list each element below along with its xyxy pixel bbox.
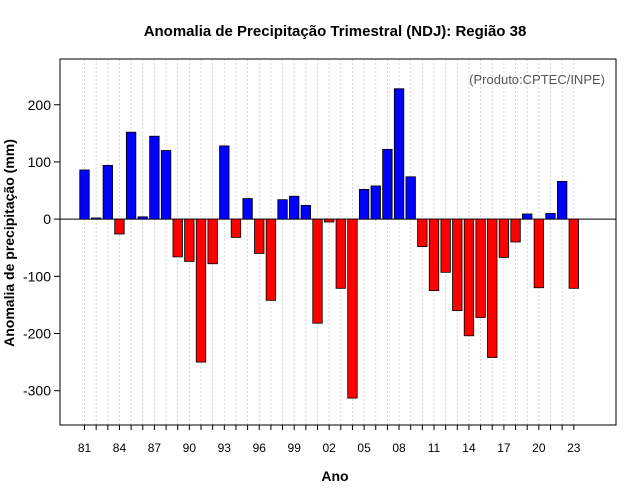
bar-07 <box>382 148 393 220</box>
bar-93 <box>219 145 230 220</box>
bar-18 <box>510 218 521 243</box>
bar-94 <box>230 218 242 238</box>
bar-90 <box>184 218 195 262</box>
bar-09 <box>405 176 416 220</box>
credit-label: (Produto:CPTEC/INPE) <box>469 72 605 87</box>
y-tick-label: 100 <box>28 154 52 170</box>
bar-95 <box>242 198 253 220</box>
bar-92 <box>207 218 218 265</box>
bar-01 <box>312 218 323 324</box>
x-tick-label: 11 <box>428 441 441 455</box>
bar-05 <box>358 188 370 220</box>
bar-23 <box>568 218 579 289</box>
gridlines <box>84 59 575 425</box>
bar-81 <box>79 169 90 220</box>
bar-22 <box>557 180 568 220</box>
bar-99 <box>289 195 300 220</box>
bar-16 <box>487 218 498 358</box>
bar-82 <box>91 217 102 220</box>
x-tick-label: 81 <box>78 441 92 455</box>
plot-frame <box>59 58 617 426</box>
bar-20 <box>533 218 544 289</box>
bar-88 <box>160 150 172 220</box>
bar-91 <box>195 218 207 363</box>
y-axis: 200 100 0 -100 -200 -300 <box>23 97 60 399</box>
bar-87 <box>149 135 160 220</box>
bar-08 <box>393 88 405 220</box>
x-tick-label: 84 <box>113 441 127 455</box>
x-tick-label: 90 <box>183 441 197 455</box>
bar-84 <box>114 218 125 235</box>
bar-14 <box>463 218 475 337</box>
y-tick-label: -100 <box>23 268 51 284</box>
bar-06 <box>370 185 381 220</box>
y-tick-label: 200 <box>28 97 52 113</box>
x-tick-label: 14 <box>462 441 476 455</box>
bar-15 <box>475 218 486 318</box>
bar-19 <box>522 213 533 220</box>
bars <box>79 88 579 399</box>
bar-13 <box>452 218 463 312</box>
bar-21 <box>545 213 556 220</box>
bar-02 <box>323 218 335 223</box>
bar-04 <box>347 218 358 399</box>
x-tick-label: 96 <box>253 441 267 455</box>
x-tick-label: 93 <box>218 441 232 455</box>
x-tick-label: 99 <box>288 441 302 455</box>
x-tick-label: 08 <box>392 441 406 455</box>
x-tick-label: 87 <box>148 441 162 455</box>
bar-11 <box>428 218 440 292</box>
bar-85 <box>125 131 137 220</box>
x-tick-label: 17 <box>497 441 511 455</box>
y-tick-label: 0 <box>43 211 51 227</box>
bar-97 <box>265 218 277 301</box>
bar-83 <box>102 164 113 220</box>
bar-10 <box>417 218 428 247</box>
bar-03 <box>335 218 346 289</box>
bar-12 <box>440 218 451 273</box>
bar-00 <box>300 204 312 220</box>
y-axis-label: Anomalia de precipitação (mm) <box>1 139 17 347</box>
y-tick-label: -200 <box>23 326 51 342</box>
x-tick-label: 02 <box>322 441 336 455</box>
y-tick-label: -300 <box>23 383 51 399</box>
chart-title: Anomalia de Precipitação Trimestral (NDJ… <box>144 23 527 40</box>
x-tick-label: 23 <box>567 441 581 455</box>
x-axis-label: Ano <box>321 468 348 484</box>
x-axis: 81 84 87 90 93 96 99 02 05 08 11 14 17 20 23 <box>78 425 581 455</box>
bar-17 <box>498 218 510 258</box>
x-tick-label: 05 <box>357 441 371 455</box>
bar-89 <box>172 218 183 258</box>
bar-98 <box>277 199 288 220</box>
bar-96 <box>254 218 265 254</box>
x-tick-label: 20 <box>532 441 546 455</box>
bar-86 <box>137 216 148 220</box>
